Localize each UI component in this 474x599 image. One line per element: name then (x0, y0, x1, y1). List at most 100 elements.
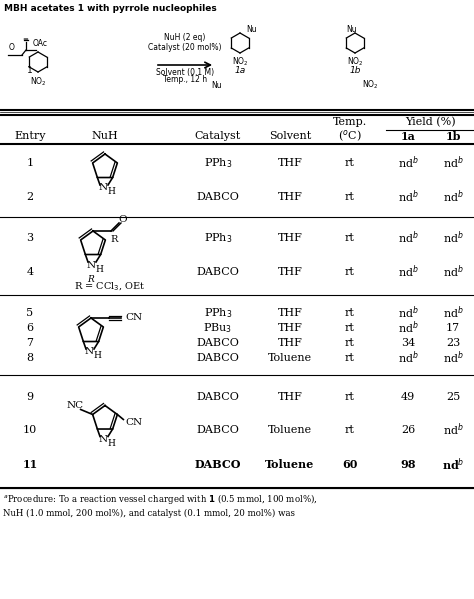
Text: $^a$Procedure: To a reaction vessel charged with $\mathbf{1}$ (0.5 mmol, 100 mol: $^a$Procedure: To a reaction vessel char… (3, 492, 318, 518)
Text: rt: rt (345, 267, 355, 277)
Text: 25: 25 (446, 392, 460, 402)
Text: 60: 60 (342, 459, 358, 470)
Text: 1b: 1b (349, 66, 361, 75)
Text: Catalyst (20 mol%): Catalyst (20 mol%) (148, 43, 222, 52)
Text: Entry: Entry (14, 131, 46, 141)
Text: 34: 34 (401, 338, 415, 348)
Text: DABCO: DABCO (197, 392, 239, 402)
Text: 1b: 1b (445, 131, 461, 141)
Text: Solvent: Solvent (269, 131, 311, 141)
Text: THF: THF (278, 392, 302, 402)
Text: nd$^b$: nd$^b$ (398, 264, 419, 280)
Text: rt: rt (345, 392, 355, 402)
Text: 9: 9 (27, 392, 34, 402)
Text: 1: 1 (27, 158, 34, 168)
Text: 1: 1 (27, 66, 33, 75)
Text: PPh$_3$: PPh$_3$ (204, 306, 232, 320)
Text: 98: 98 (400, 459, 416, 470)
Text: DABCO: DABCO (195, 459, 241, 470)
Text: nd$^b$: nd$^b$ (443, 189, 464, 205)
Text: rt: rt (345, 323, 355, 333)
Text: H: H (107, 439, 115, 448)
Text: MBH acetates 1 with pyrrole nucleophiles: MBH acetates 1 with pyrrole nucleophiles (4, 4, 217, 13)
Text: nd$^b$: nd$^b$ (443, 422, 464, 438)
Text: rt: rt (345, 338, 355, 348)
Text: NO$_2$: NO$_2$ (30, 75, 46, 87)
Text: NO$_2$: NO$_2$ (232, 56, 248, 68)
Text: rt: rt (345, 192, 355, 202)
Text: Catalyst: Catalyst (195, 131, 241, 141)
Text: R = CCl$_3$, OEt: R = CCl$_3$, OEt (74, 281, 146, 294)
Text: nd$^b$: nd$^b$ (398, 229, 419, 246)
Text: Toluene: Toluene (265, 459, 315, 470)
Text: 4: 4 (27, 267, 34, 277)
Text: rt: rt (345, 233, 355, 243)
Text: PPh$_3$: PPh$_3$ (204, 156, 232, 170)
Text: NO$_2$: NO$_2$ (346, 56, 364, 68)
Text: 5: 5 (27, 308, 34, 318)
Text: DABCO: DABCO (197, 338, 239, 348)
Text: nd$^b$: nd$^b$ (398, 350, 419, 367)
Text: 8: 8 (27, 353, 34, 363)
Text: 10: 10 (23, 425, 37, 435)
Text: 3: 3 (27, 233, 34, 243)
Text: Temp., 12 h: Temp., 12 h (163, 75, 207, 84)
Text: ($^o$C): ($^o$C) (338, 129, 362, 143)
Text: NC: NC (67, 401, 84, 410)
Text: Temp.: Temp. (333, 117, 367, 127)
Text: rt: rt (345, 158, 355, 168)
Text: N: N (99, 435, 108, 444)
Text: Nu: Nu (246, 26, 257, 35)
Text: 1a: 1a (234, 66, 246, 75)
Text: THF: THF (278, 233, 302, 243)
Text: THF: THF (278, 267, 302, 277)
Text: H: H (107, 187, 115, 196)
Text: NuH (2 eq): NuH (2 eq) (164, 34, 206, 43)
Text: =: = (22, 36, 28, 42)
Text: THF: THF (278, 192, 302, 202)
Text: nd$^b$: nd$^b$ (398, 189, 419, 205)
Text: 11: 11 (22, 459, 37, 470)
Text: 6: 6 (27, 323, 34, 333)
Text: NO$_2$: NO$_2$ (362, 78, 378, 91)
Text: R: R (88, 274, 94, 283)
Text: DABCO: DABCO (197, 267, 239, 277)
Text: 26: 26 (401, 425, 415, 435)
Text: nd$^b$: nd$^b$ (443, 229, 464, 246)
Text: nd$^b$: nd$^b$ (442, 456, 464, 473)
Text: Nu: Nu (212, 80, 222, 89)
Text: H: H (95, 265, 103, 274)
Text: R: R (110, 234, 118, 244)
Text: rt: rt (345, 425, 355, 435)
Text: 7: 7 (27, 338, 34, 348)
Text: 2: 2 (27, 192, 34, 202)
Text: nd$^b$: nd$^b$ (398, 155, 419, 171)
Text: nd$^b$: nd$^b$ (443, 264, 464, 280)
Text: 49: 49 (401, 392, 415, 402)
Text: CN: CN (125, 418, 143, 427)
Text: rt: rt (345, 353, 355, 363)
Text: THF: THF (278, 308, 302, 318)
Text: Yield (%): Yield (%) (405, 117, 456, 127)
Text: THF: THF (278, 338, 302, 348)
Text: PBu$_3$: PBu$_3$ (203, 321, 233, 335)
Text: nd$^b$: nd$^b$ (443, 155, 464, 171)
Text: THF: THF (278, 158, 302, 168)
Text: Solvent (0.1 M): Solvent (0.1 M) (156, 68, 214, 77)
Text: DABCO: DABCO (197, 353, 239, 363)
Text: rt: rt (345, 308, 355, 318)
Text: DABCO: DABCO (197, 192, 239, 202)
Text: O: O (9, 43, 15, 52)
Text: H: H (93, 352, 101, 361)
Text: N: N (99, 183, 108, 192)
Text: PPh$_3$: PPh$_3$ (204, 231, 232, 245)
Text: 1a: 1a (401, 131, 415, 141)
Text: nd$^b$: nd$^b$ (443, 305, 464, 321)
Text: THF: THF (278, 323, 302, 333)
Text: Toluene: Toluene (268, 353, 312, 363)
Text: Toluene: Toluene (268, 425, 312, 435)
Text: O: O (118, 214, 128, 223)
Text: N: N (84, 347, 93, 356)
Text: nd$^b$: nd$^b$ (443, 350, 464, 367)
Text: N: N (86, 261, 96, 270)
